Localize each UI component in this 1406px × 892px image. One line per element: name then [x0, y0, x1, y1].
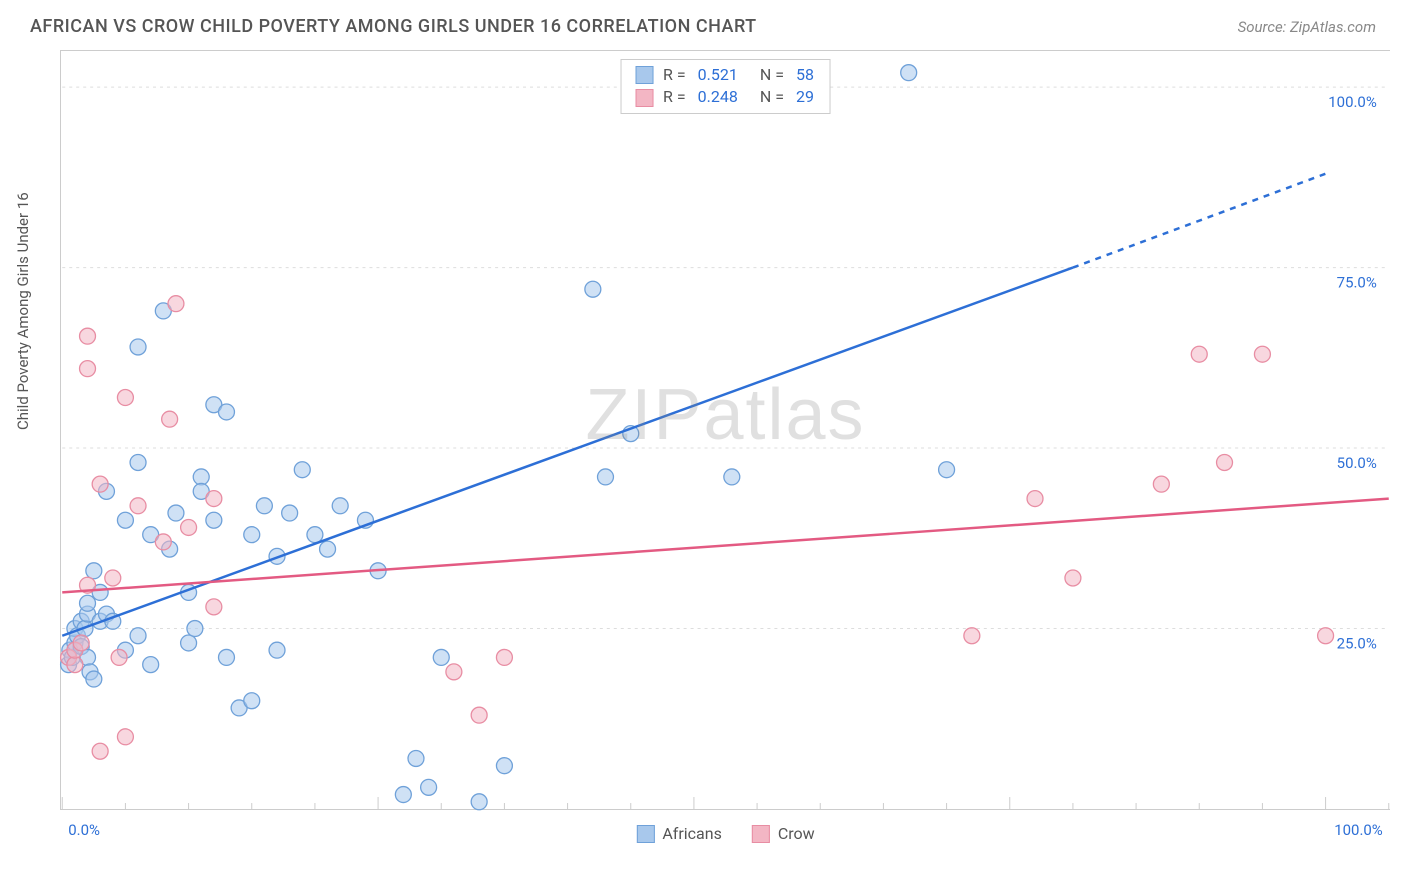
- legend-r-label: R =: [663, 86, 686, 108]
- svg-text:100.0%: 100.0%: [1328, 93, 1377, 111]
- legend-n-value: 58: [796, 64, 814, 86]
- svg-text:75.0%: 75.0%: [1337, 274, 1377, 292]
- legend-n-label: N =: [760, 86, 784, 108]
- svg-text:50.0%: 50.0%: [1337, 454, 1377, 472]
- correlation-legend: R = 0.521 N = 58 R = 0.248 N = 29: [620, 59, 831, 114]
- svg-text:0.0%: 0.0%: [68, 821, 100, 839]
- legend-n-label: N =: [760, 64, 784, 86]
- chart-title: AFRICAN VS CROW CHILD POVERTY AMONG GIRL…: [30, 16, 757, 37]
- legend-r-value: 0.248: [698, 86, 738, 108]
- legend-row: R = 0.521 N = 58: [635, 64, 816, 86]
- legend-swatch: [635, 66, 653, 84]
- series-legend: Africans Crow: [636, 824, 814, 843]
- legend-swatch: [636, 825, 654, 843]
- source-credit: Source: ZipAtlas.com: [1238, 18, 1376, 36]
- svg-text:25.0%: 25.0%: [1337, 634, 1377, 652]
- chart-area: 25.0%50.0%75.0%100.0%0.0%100.0% ZIPatlas…: [60, 50, 1390, 810]
- legend-r-label: R =: [663, 64, 686, 86]
- series-legend-item: Crow: [752, 824, 815, 843]
- legend-swatch: [752, 825, 770, 843]
- legend-n-value: 29: [796, 86, 814, 108]
- legend-r-value: 0.521: [698, 64, 738, 86]
- series-legend-item: Africans: [636, 824, 721, 843]
- legend-swatch: [635, 89, 653, 107]
- series-legend-label: Crow: [778, 824, 815, 843]
- legend-row: R = 0.248 N = 29: [635, 86, 816, 108]
- series-legend-label: Africans: [662, 824, 721, 843]
- y-axis-label: Child Poverty Among Girls Under 16: [14, 192, 32, 430]
- svg-text:100.0%: 100.0%: [1334, 821, 1383, 839]
- scatter-plot-svg: 25.0%50.0%75.0%100.0%0.0%100.0%: [61, 51, 1390, 809]
